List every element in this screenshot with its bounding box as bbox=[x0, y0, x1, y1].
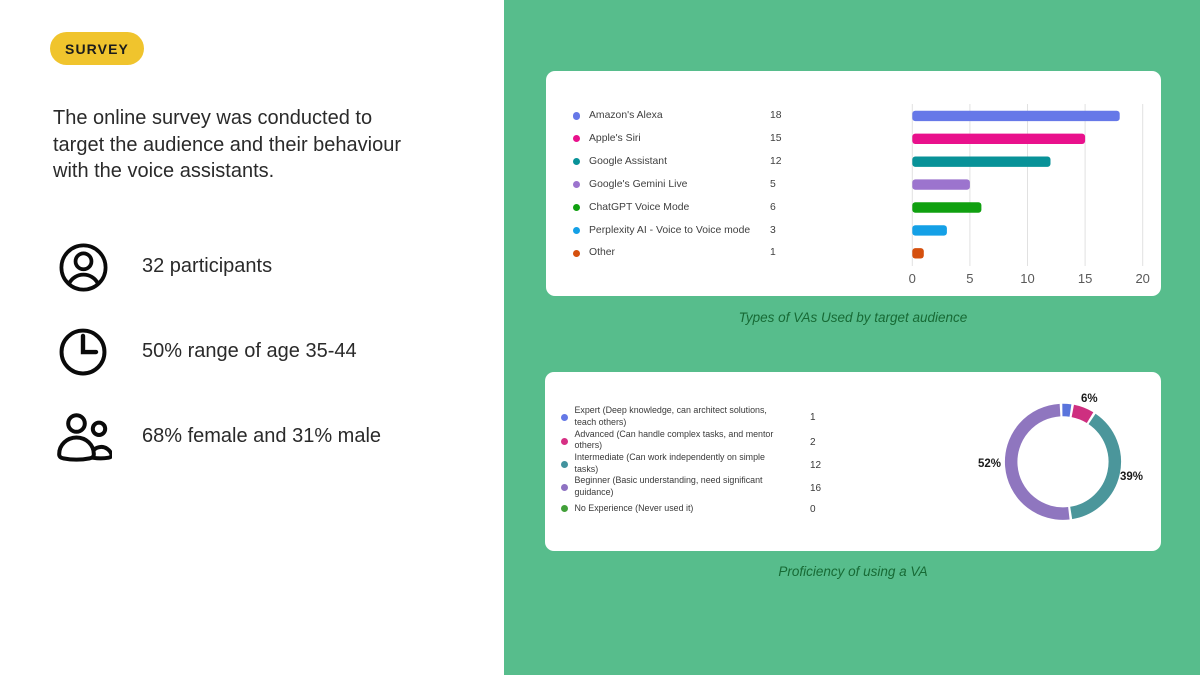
svg-text:10: 10 bbox=[1020, 271, 1034, 286]
svg-text:15: 15 bbox=[1078, 271, 1092, 286]
svg-text:5: 5 bbox=[966, 271, 973, 286]
svg-text:0: 0 bbox=[909, 271, 916, 286]
svg-text:20: 20 bbox=[1135, 271, 1149, 286]
